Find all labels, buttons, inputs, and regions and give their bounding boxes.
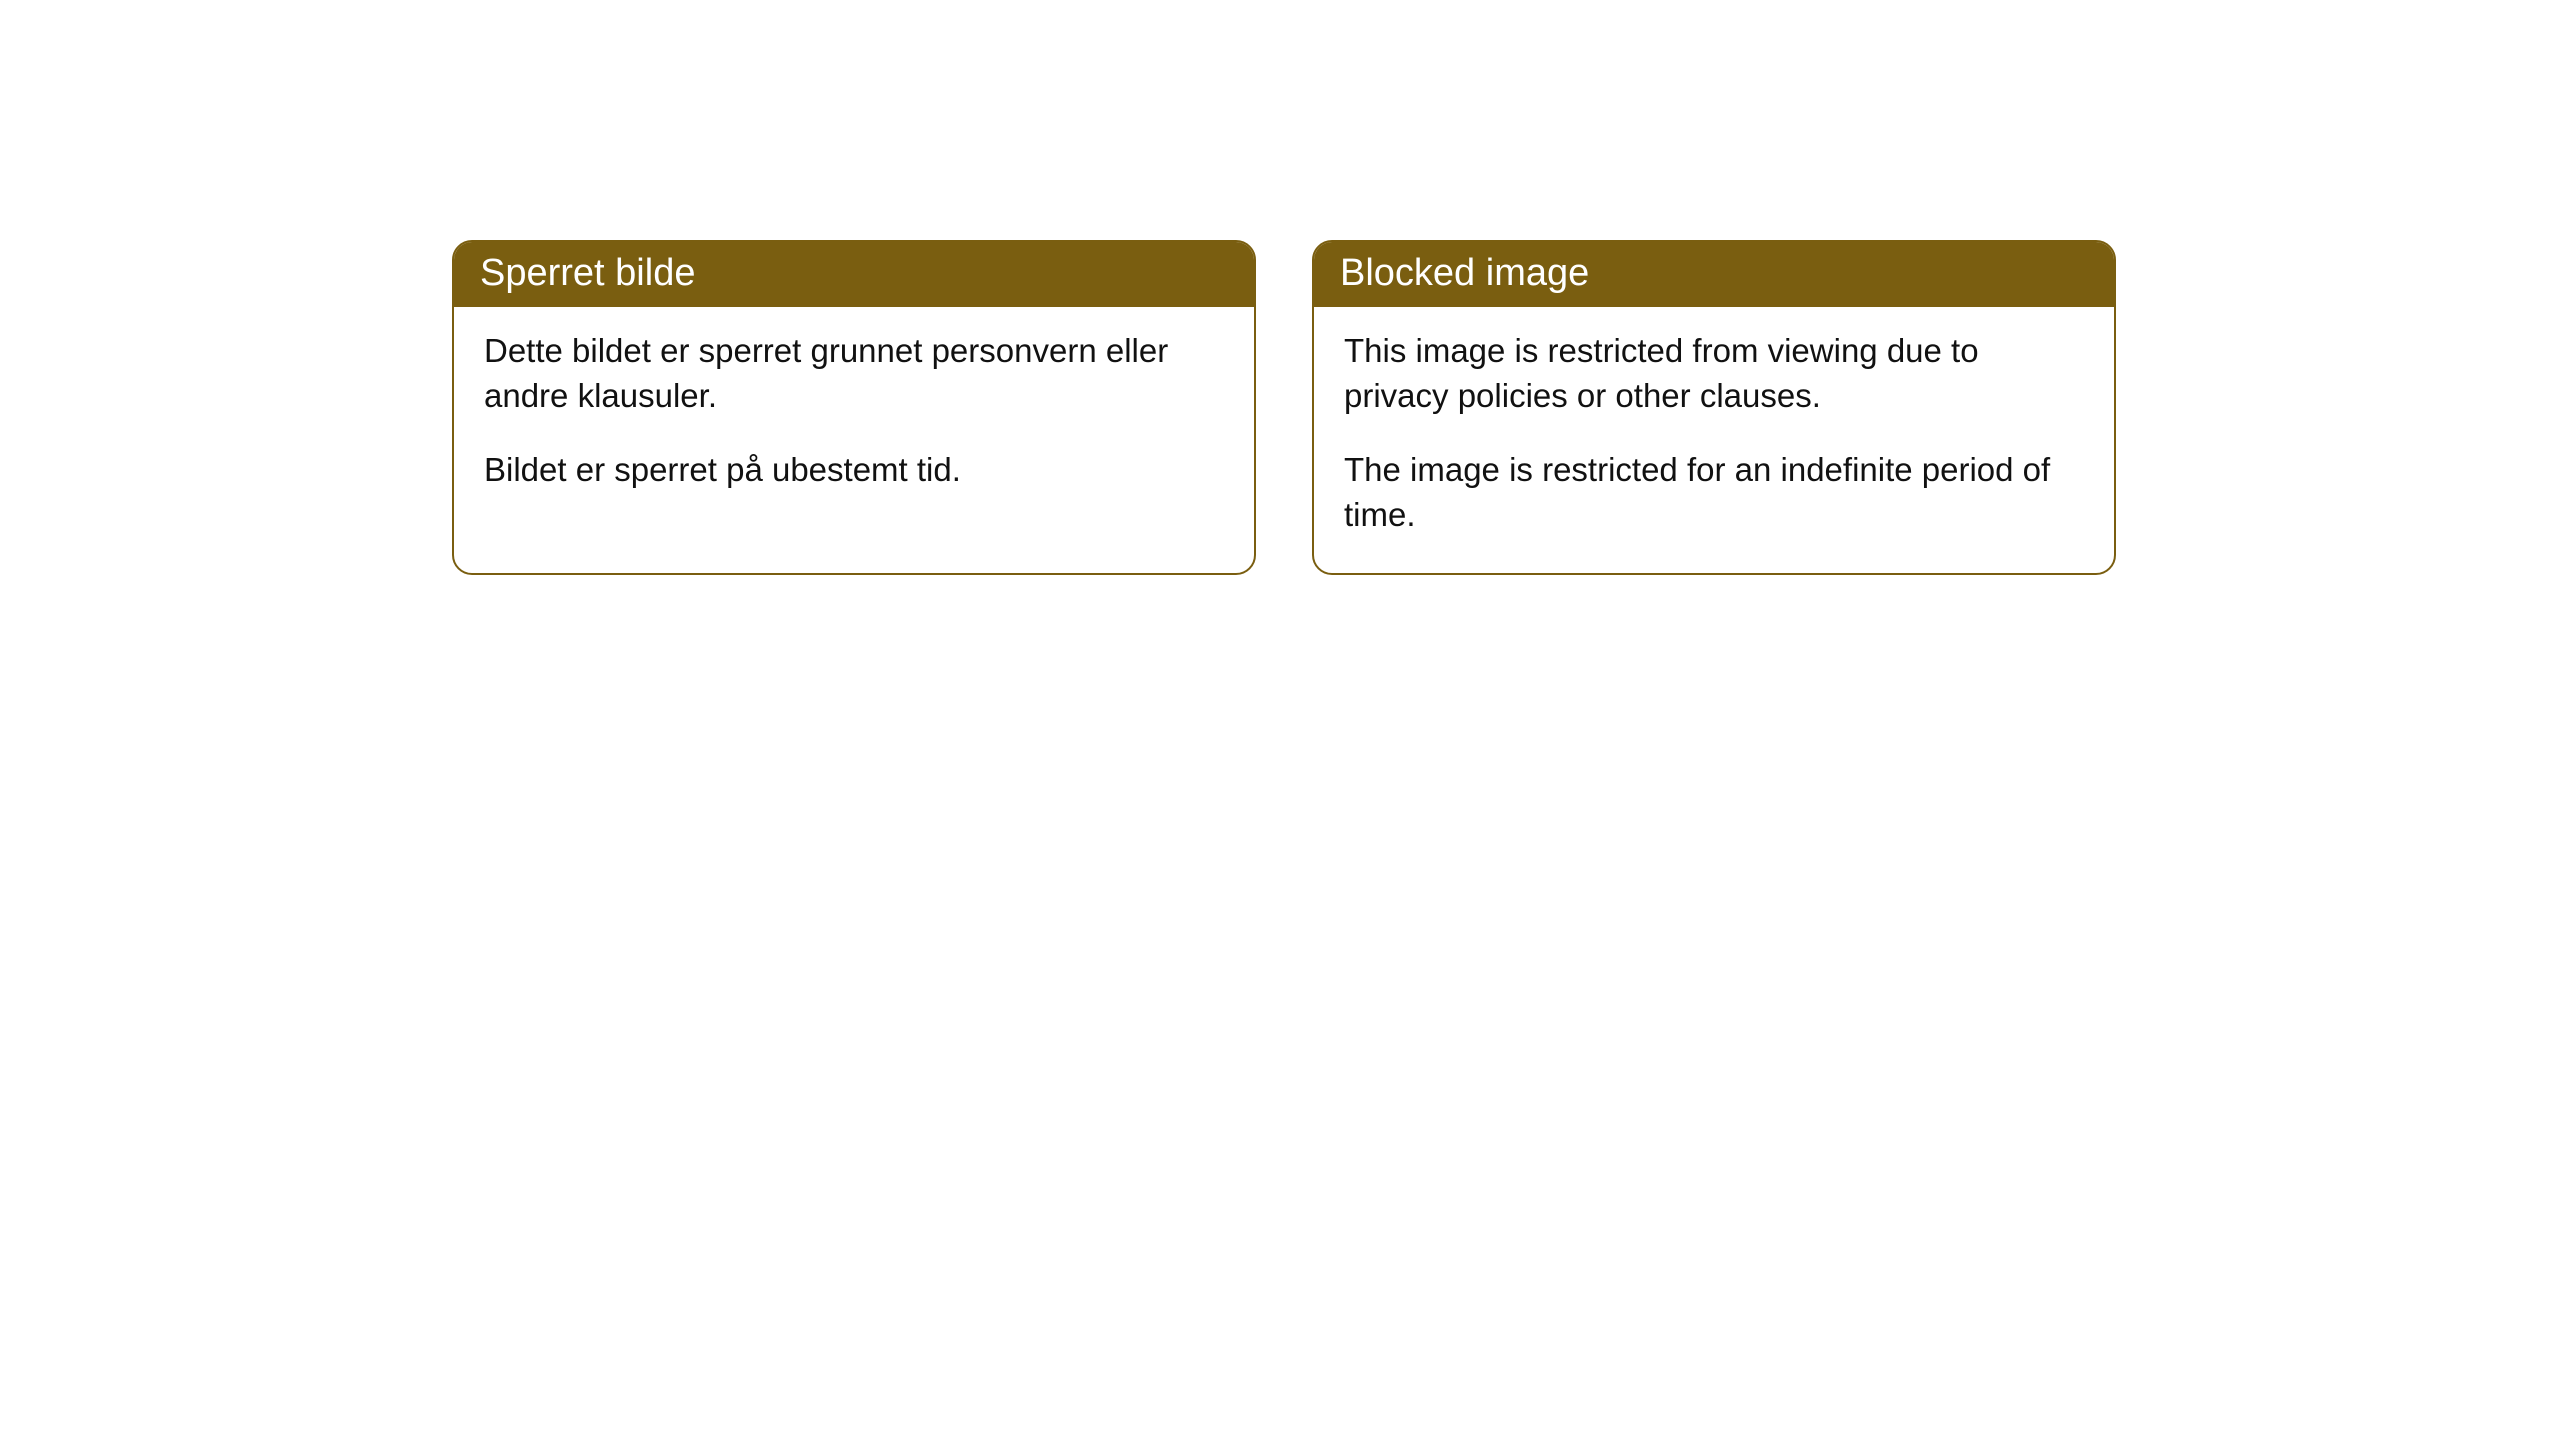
notice-container: Sperret bilde Dette bildet er sperret gr…: [0, 0, 2560, 575]
notice-paragraph: Bildet er sperret på ubestemt tid.: [484, 448, 1224, 493]
notice-paragraph: This image is restricted from viewing du…: [1344, 329, 2084, 418]
notice-card-english: Blocked image This image is restricted f…: [1312, 240, 2116, 575]
notice-body: Dette bildet er sperret grunnet personve…: [454, 307, 1254, 529]
notice-paragraph: Dette bildet er sperret grunnet personve…: [484, 329, 1224, 418]
notice-header: Blocked image: [1314, 242, 2114, 307]
notice-paragraph: The image is restricted for an indefinit…: [1344, 448, 2084, 537]
notice-card-norwegian: Sperret bilde Dette bildet er sperret gr…: [452, 240, 1256, 575]
notice-body: This image is restricted from viewing du…: [1314, 307, 2114, 573]
notice-header: Sperret bilde: [454, 242, 1254, 307]
